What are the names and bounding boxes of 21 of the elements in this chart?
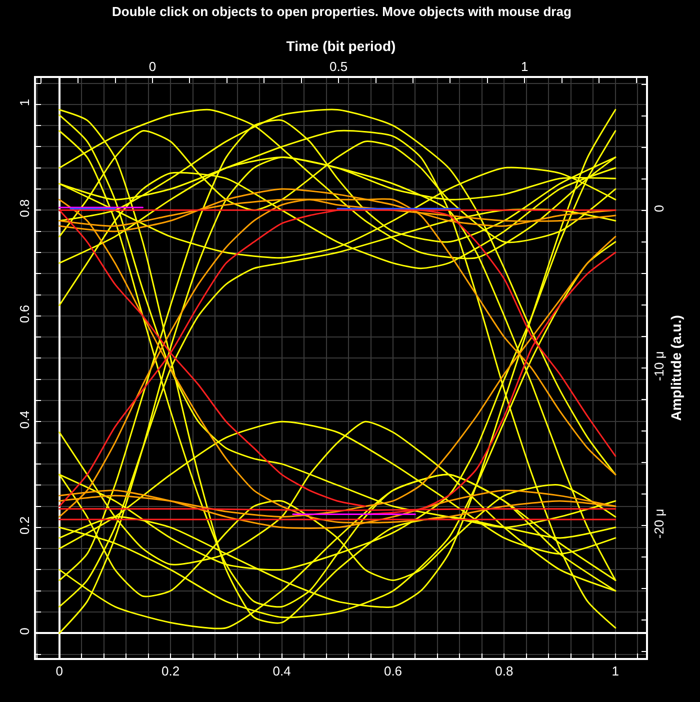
x2-tick-label: 0.5: [330, 59, 348, 74]
x-tick-label: 0.8: [495, 663, 514, 678]
x-tick-label: 0: [56, 663, 63, 678]
y2-axis-title: Amplitude (a.u.): [668, 315, 684, 421]
x2-tick-label: 0: [148, 59, 156, 74]
y2-tick-label: -10 μ: [651, 351, 666, 382]
y-tick-label: 0.4: [17, 410, 32, 429]
y2-tick-label: -20 μ: [651, 508, 666, 539]
y2-tick-label: 0: [651, 204, 666, 212]
x-tick-label: 0.2: [162, 663, 180, 678]
y-tick-label: 0.6: [17, 304, 32, 324]
x-tick-label: 0.6: [384, 663, 402, 678]
x2-axis-title: Time (bit period): [286, 38, 396, 54]
x-tick-label: 1: [612, 663, 620, 678]
y-tick-label: 0: [17, 628, 32, 635]
y-tick-label: 0.8: [17, 199, 32, 218]
y-tick-label: 0.2: [17, 516, 32, 534]
x-tick-label: 0.4: [272, 663, 291, 678]
x2-tick-label: 1: [521, 59, 528, 74]
text: Double click on objects to open properties. Move objects with mouse drag: [112, 4, 572, 19]
y-tick-label: 1: [17, 98, 32, 106]
